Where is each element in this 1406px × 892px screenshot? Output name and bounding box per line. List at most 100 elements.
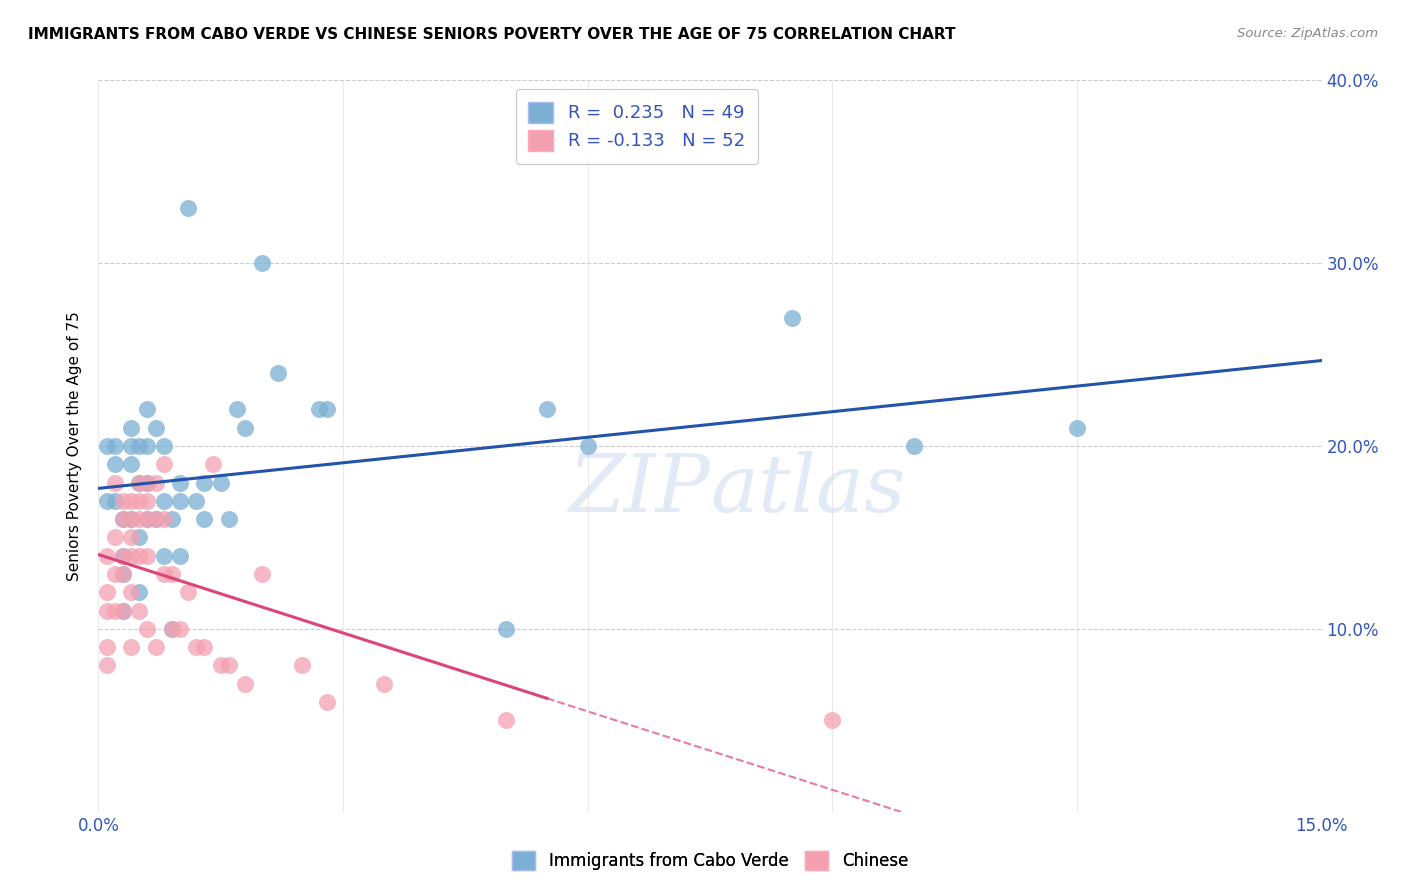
Point	[315, 402, 337, 417]
Point	[495, 622, 517, 636]
Point	[120, 549, 142, 563]
Legend: Immigrants from Cabo Verde, Chinese: Immigrants from Cabo Verde, Chinese	[505, 844, 915, 877]
Point	[104, 458, 127, 472]
Point	[136, 622, 159, 636]
Point	[193, 640, 215, 655]
Point	[120, 585, 142, 599]
Point	[111, 549, 134, 563]
Point	[128, 512, 150, 526]
Point	[104, 439, 127, 453]
Point	[96, 493, 118, 508]
Point	[291, 658, 314, 673]
Y-axis label: Seniors Poverty Over the Age of 75: Seniors Poverty Over the Age of 75	[67, 311, 83, 581]
Point	[160, 622, 183, 636]
Point	[136, 493, 159, 508]
Point	[96, 549, 118, 563]
Point	[120, 530, 142, 544]
Point	[120, 512, 142, 526]
Point	[821, 714, 844, 728]
Point	[96, 603, 118, 617]
Point	[104, 567, 127, 582]
Text: ZIP: ZIP	[568, 451, 710, 529]
Point	[186, 493, 208, 508]
Point	[169, 622, 191, 636]
Point	[111, 549, 134, 563]
Point	[209, 658, 232, 673]
Point	[152, 439, 174, 453]
Text: atlas: atlas	[710, 451, 905, 529]
Point	[128, 475, 150, 490]
Point	[145, 512, 167, 526]
Point	[145, 512, 167, 526]
Point	[96, 658, 118, 673]
Point	[145, 475, 167, 490]
Point	[136, 512, 159, 526]
Point	[193, 512, 215, 526]
Point	[160, 512, 183, 526]
Point	[111, 603, 134, 617]
Point	[1066, 421, 1088, 435]
Point	[96, 439, 118, 453]
Point	[128, 585, 150, 599]
Point	[104, 493, 127, 508]
Point	[111, 567, 134, 582]
Point	[315, 695, 337, 709]
Point	[267, 366, 290, 380]
Point	[111, 512, 134, 526]
Point	[233, 421, 256, 435]
Point	[111, 603, 134, 617]
Point	[104, 530, 127, 544]
Point	[177, 585, 200, 599]
Point	[152, 567, 174, 582]
Point	[128, 530, 150, 544]
Point	[218, 658, 240, 673]
Point	[250, 567, 273, 582]
Point	[536, 402, 558, 417]
Point	[128, 549, 150, 563]
Point	[111, 493, 134, 508]
Point	[145, 421, 167, 435]
Point	[120, 458, 142, 472]
Point	[111, 567, 134, 582]
Point	[120, 640, 142, 655]
Point	[128, 603, 150, 617]
Point	[177, 202, 200, 216]
Point	[169, 475, 191, 490]
Point	[120, 512, 142, 526]
Point	[152, 458, 174, 472]
Point	[308, 402, 330, 417]
Point	[136, 402, 159, 417]
Point	[96, 640, 118, 655]
Point	[104, 475, 127, 490]
Point	[111, 512, 134, 526]
Point	[136, 549, 159, 563]
Point	[120, 493, 142, 508]
Point	[128, 475, 150, 490]
Point	[226, 402, 249, 417]
Point	[233, 676, 256, 690]
Point	[128, 439, 150, 453]
Point	[152, 549, 174, 563]
Point	[780, 311, 803, 326]
Point	[160, 567, 183, 582]
Point	[193, 475, 215, 490]
Point	[96, 585, 118, 599]
Point	[169, 549, 191, 563]
Point	[250, 256, 273, 270]
Point	[136, 475, 159, 490]
Point	[120, 421, 142, 435]
Point	[186, 640, 208, 655]
Point	[145, 640, 167, 655]
Point	[136, 512, 159, 526]
Point	[128, 493, 150, 508]
Point	[120, 439, 142, 453]
Point	[136, 439, 159, 453]
Point	[495, 714, 517, 728]
Point	[152, 512, 174, 526]
Point	[201, 458, 224, 472]
Text: Source: ZipAtlas.com: Source: ZipAtlas.com	[1237, 27, 1378, 40]
Point	[373, 676, 395, 690]
Point	[209, 475, 232, 490]
Point	[903, 439, 925, 453]
Point	[152, 493, 174, 508]
